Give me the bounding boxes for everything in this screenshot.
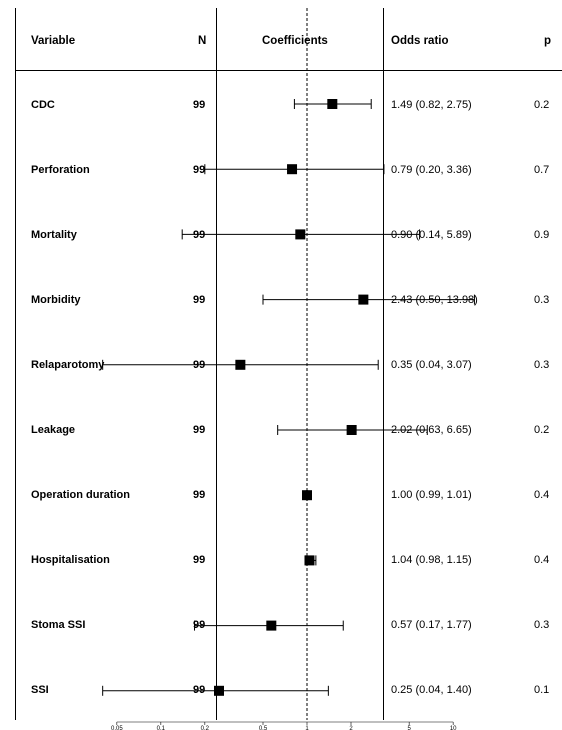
row-variable: SSI bbox=[31, 684, 49, 696]
row-odds-ratio: 1.00 (0.99, 1.01) bbox=[391, 489, 472, 501]
row-p-value: 0.4 bbox=[534, 554, 550, 566]
row-odds-ratio: 1.49 (0.82, 2.75) bbox=[391, 99, 472, 111]
x-tick-label: 0.1 bbox=[157, 726, 166, 730]
header-rule bbox=[15, 70, 562, 71]
row-p-value: 0.3 bbox=[534, 294, 550, 306]
x-tick-label: 2 bbox=[349, 726, 353, 730]
row-variable: Leakage bbox=[31, 424, 76, 436]
row-odds-ratio: 0.25 (0.04, 1.40) bbox=[391, 684, 472, 696]
point-estimate-marker bbox=[235, 359, 246, 370]
point-estimate-marker bbox=[214, 685, 224, 696]
row-odds-ratio: 2.02 (0.63, 6.65) bbox=[391, 424, 472, 436]
point-estimate-marker bbox=[346, 425, 357, 435]
row-odds-ratio: 0.90 (0.14, 5.89) bbox=[391, 229, 472, 241]
row-n: 99 bbox=[193, 294, 206, 306]
point-estimate-marker bbox=[295, 229, 306, 240]
row-n: 99 bbox=[193, 619, 206, 631]
row-p-value: 0.4 bbox=[534, 489, 550, 501]
plot-left-border bbox=[216, 8, 217, 720]
row-variable: Stoma SSI bbox=[31, 619, 86, 631]
row-n: 99 bbox=[193, 229, 206, 241]
x-tick-label: 0.5 bbox=[259, 726, 268, 730]
row-variable: Operation duration bbox=[31, 489, 130, 501]
row-p-value: 0.2 bbox=[534, 424, 550, 436]
row-variable: Mortality bbox=[31, 229, 77, 241]
row-variable: Relaparotomy bbox=[31, 359, 105, 371]
row-n: 99 bbox=[193, 99, 206, 111]
point-estimate-marker bbox=[304, 555, 315, 566]
point-estimate-marker bbox=[266, 620, 277, 631]
row-p-value: 0.3 bbox=[534, 619, 550, 631]
header-p: p bbox=[544, 35, 552, 47]
row-p-value: 0.3 bbox=[534, 359, 550, 371]
left-border bbox=[15, 8, 16, 720]
row-n: 99 bbox=[193, 554, 206, 566]
header-coefficients: Coefficients bbox=[262, 35, 328, 47]
x-tick-label: 0.2 bbox=[201, 726, 210, 730]
row-n: 99 bbox=[193, 424, 206, 436]
point-estimate-marker bbox=[358, 294, 369, 305]
row-variable: Morbidity bbox=[31, 294, 81, 306]
header-variable: Variable bbox=[31, 35, 76, 47]
row-p-value: 0.9 bbox=[534, 229, 550, 241]
row-variable: Hospitalisation bbox=[31, 554, 110, 566]
row-odds-ratio: 0.57 (0.17, 1.77) bbox=[391, 619, 472, 631]
row-variable: CDC bbox=[31, 99, 55, 111]
row-p-value: 0.7 bbox=[534, 164, 550, 176]
header-odds-ratio: Odds ratio bbox=[391, 35, 449, 47]
row-odds-ratio: 0.35 (0.04, 3.07) bbox=[391, 359, 472, 371]
point-estimate-marker bbox=[287, 164, 298, 175]
point-estimate-marker bbox=[302, 490, 312, 501]
row-n: 99 bbox=[193, 684, 206, 696]
x-tick-label: 5 bbox=[407, 726, 411, 730]
row-n: 99 bbox=[193, 489, 206, 501]
x-tick-label: 10 bbox=[450, 726, 457, 730]
row-odds-ratio: 0.79 (0.20, 3.36) bbox=[391, 164, 472, 176]
row-p-value: 0.1 bbox=[534, 684, 550, 696]
point-estimate-marker bbox=[327, 99, 338, 109]
header-n: N bbox=[198, 35, 207, 47]
x-tick-label: 1 bbox=[305, 726, 309, 730]
row-odds-ratio: 1.04 (0.98, 1.15) bbox=[391, 554, 472, 566]
row-variable: Perforation bbox=[31, 164, 90, 176]
row-p-value: 0.2 bbox=[534, 99, 550, 111]
x-tick-label: 0.05 bbox=[111, 726, 123, 730]
plot-right-border bbox=[383, 8, 384, 720]
row-n: 99 bbox=[193, 164, 206, 176]
